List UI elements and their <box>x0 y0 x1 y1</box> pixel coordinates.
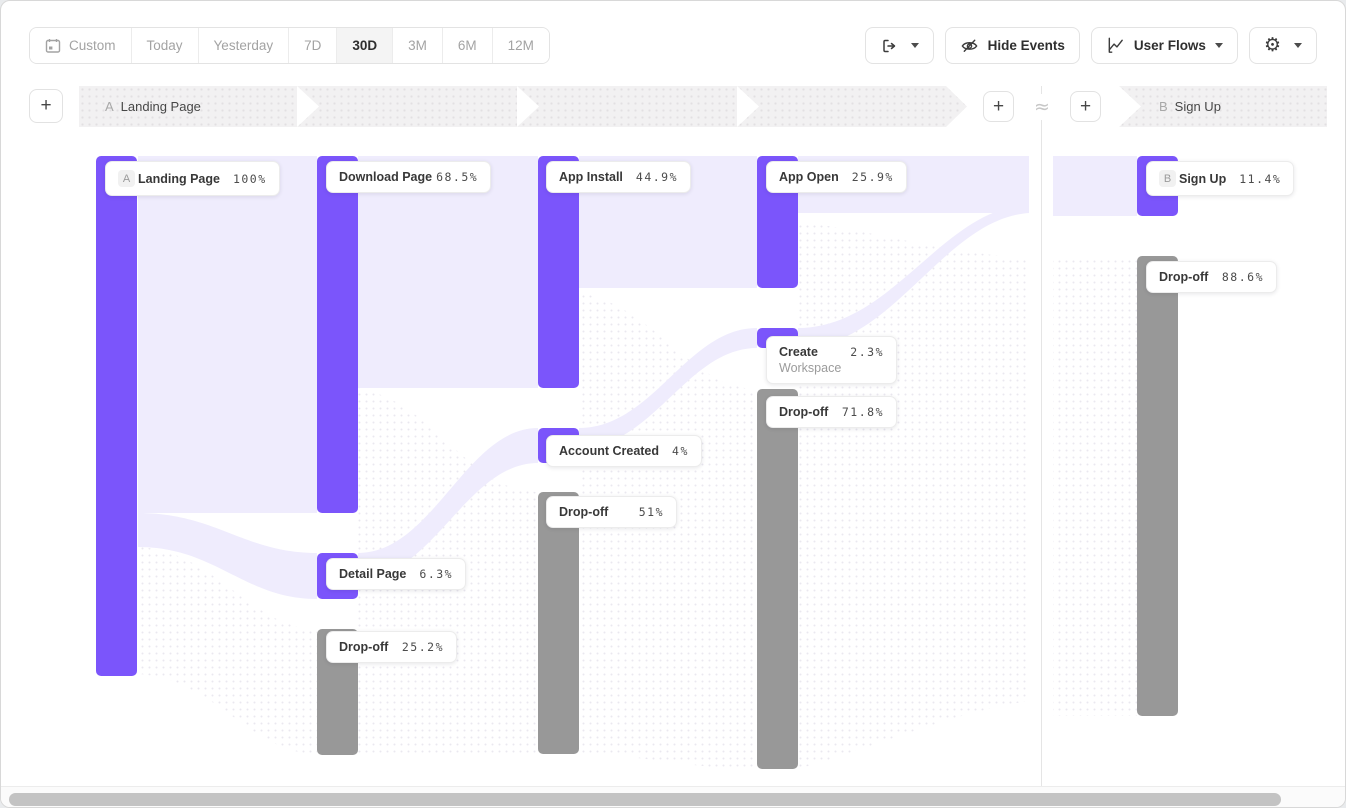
node-card-dropoff-51[interactable]: Drop-off 51% <box>546 496 677 528</box>
section-a-banner: A Landing Page <box>79 86 967 127</box>
section-letter: A <box>105 99 114 114</box>
section-name: Sign Up <box>1174 99 1221 114</box>
node-card-app-install[interactable]: App Install 44.9% <box>546 161 692 193</box>
flow-col3-to-dropoff <box>579 293 757 769</box>
node-bar-landing-page[interactable] <box>96 156 137 676</box>
node-value: 25.9% <box>851 170 894 184</box>
hide-events-label: Hide Events <box>987 38 1065 53</box>
node-value: 2.3% <box>850 345 884 359</box>
date-range-label: Custom <box>69 38 116 53</box>
node-card-app-open[interactable]: App Open 25.9% <box>766 161 907 193</box>
chevron-down-icon <box>1214 43 1223 48</box>
date-range-6m[interactable]: 6M <box>442 28 493 63</box>
node-name: Account Created <box>559 444 660 458</box>
calendar-icon <box>45 38 61 54</box>
node-name: Detail Page <box>339 567 407 581</box>
section-a-label: A Landing Page <box>105 99 201 114</box>
toolbar-actions: Hide Events User Flows ⚙ <box>864 27 1317 64</box>
flow-detail-to-account <box>358 428 538 579</box>
section-name: Landing Page <box>120 99 201 114</box>
node-value: 25.2% <box>401 640 444 654</box>
section-divider <box>1041 86 1042 787</box>
export-button[interactable] <box>864 27 934 64</box>
node-value: 44.9% <box>635 170 679 184</box>
node-name-line1: Create <box>779 345 818 359</box>
node-card-dropoff-25[interactable]: Drop-off 25.2% <box>326 631 457 663</box>
date-range-7d[interactable]: 7D <box>289 28 338 63</box>
node-letter-badge: B <box>1159 170 1176 187</box>
node-value: 68.5% <box>436 170 479 184</box>
approx-separator: ≈ <box>1027 94 1057 120</box>
flow-landing-to-download <box>138 156 317 513</box>
node-value: 51% <box>638 505 664 519</box>
settings-button[interactable]: ⚙ <box>1248 27 1317 64</box>
node-card-create-workspace[interactable]: Create 2.3% Workspace <box>766 336 897 384</box>
view-mode-label: User Flows <box>1133 38 1206 53</box>
chevron-down-icon <box>1294 43 1302 48</box>
node-name: Drop-off <box>339 640 389 654</box>
section-b-label: B Sign Up <box>1159 99 1221 114</box>
flow-chart-icon <box>1106 36 1125 55</box>
node-name: App Install <box>559 170 623 184</box>
node-card-detail-page[interactable]: Detail Page 6.3% <box>326 558 467 590</box>
node-name: App Open <box>779 170 839 184</box>
flow-createws-out <box>798 205 1029 348</box>
date-range-3m[interactable]: 3M <box>393 28 443 63</box>
node-name: Download Page <box>339 170 433 184</box>
node-name-line2: Workspace <box>779 361 842 375</box>
flow-into-dropoff-b <box>1053 256 1137 716</box>
add-step-start-button[interactable]: + <box>29 89 63 123</box>
node-name: Drop-off <box>1159 270 1209 284</box>
node-bar-download-page[interactable] <box>317 156 358 513</box>
flow-landing-to-detail <box>138 513 317 599</box>
flow-download-to-appinstall <box>358 156 538 388</box>
node-card-sign-up[interactable]: B Sign Up 11.4% <box>1146 161 1295 196</box>
node-bar-dropoff-88[interactable] <box>1137 256 1178 716</box>
node-value: 6.3% <box>419 567 454 581</box>
section-b-banner: B Sign Up <box>1119 86 1327 127</box>
node-bar-dropoff-71[interactable] <box>757 389 798 769</box>
node-card-download-page[interactable]: Download Page 68.5% <box>326 161 492 193</box>
export-icon <box>880 37 898 55</box>
node-card-account-created[interactable]: Account Created 4% <box>546 435 702 467</box>
hide-events-button[interactable]: Hide Events <box>944 27 1080 64</box>
toolbar: Custom Today Yesterday 7D 30D 3M 6M 12M <box>29 27 1317 64</box>
flow-into-signup <box>1053 156 1137 216</box>
node-name: Drop-off <box>559 505 609 519</box>
gear-icon: ⚙ <box>1263 34 1281 56</box>
date-range-30d[interactable]: 30D <box>337 28 394 63</box>
chevron-down-icon <box>910 43 919 48</box>
flow-col4-to-dropoff <box>798 222 1029 769</box>
flow-landing-to-dropoff <box>138 547 317 754</box>
node-value: 11.4% <box>1239 171 1282 186</box>
view-mode-button[interactable]: User Flows <box>1090 27 1238 64</box>
date-range-custom[interactable]: Custom <box>30 28 132 63</box>
add-step-end-a-button[interactable]: + <box>983 91 1014 122</box>
flow-account-to-createws <box>579 328 757 448</box>
date-range-12m[interactable]: 12M <box>492 28 549 63</box>
node-name: Sign Up <box>1179 171 1227 186</box>
section-letter: B <box>1159 99 1168 114</box>
node-value: 88.6% <box>1221 270 1264 284</box>
node-value: 100% <box>232 171 267 186</box>
horizontal-scrollbar-track <box>1 786 1345 807</box>
node-name: Drop-off <box>779 405 829 419</box>
node-letter-badge: A <box>118 170 135 187</box>
add-step-start-b-button[interactable]: + <box>1070 91 1101 122</box>
node-card-dropoff-71[interactable]: Drop-off 71.8% <box>766 396 897 428</box>
node-bar-app-install[interactable] <box>538 156 579 388</box>
date-range-control: Custom Today Yesterday 7D 30D 3M 6M 12M <box>29 27 550 64</box>
horizontal-scrollbar-thumb[interactable] <box>9 793 1281 806</box>
node-card-dropoff-88[interactable]: Drop-off 88.6% <box>1146 261 1277 293</box>
node-name: Landing Page <box>138 171 220 186</box>
node-value: 71.8% <box>841 405 884 419</box>
node-value: 4% <box>672 444 689 458</box>
node-card-landing-page[interactable]: A Landing Page 100% <box>105 161 280 196</box>
eye-off-icon <box>960 36 979 55</box>
node-bar-dropoff-51[interactable] <box>538 492 579 754</box>
date-range-yesterday[interactable]: Yesterday <box>198 28 290 63</box>
date-range-today[interactable]: Today <box>131 28 199 63</box>
